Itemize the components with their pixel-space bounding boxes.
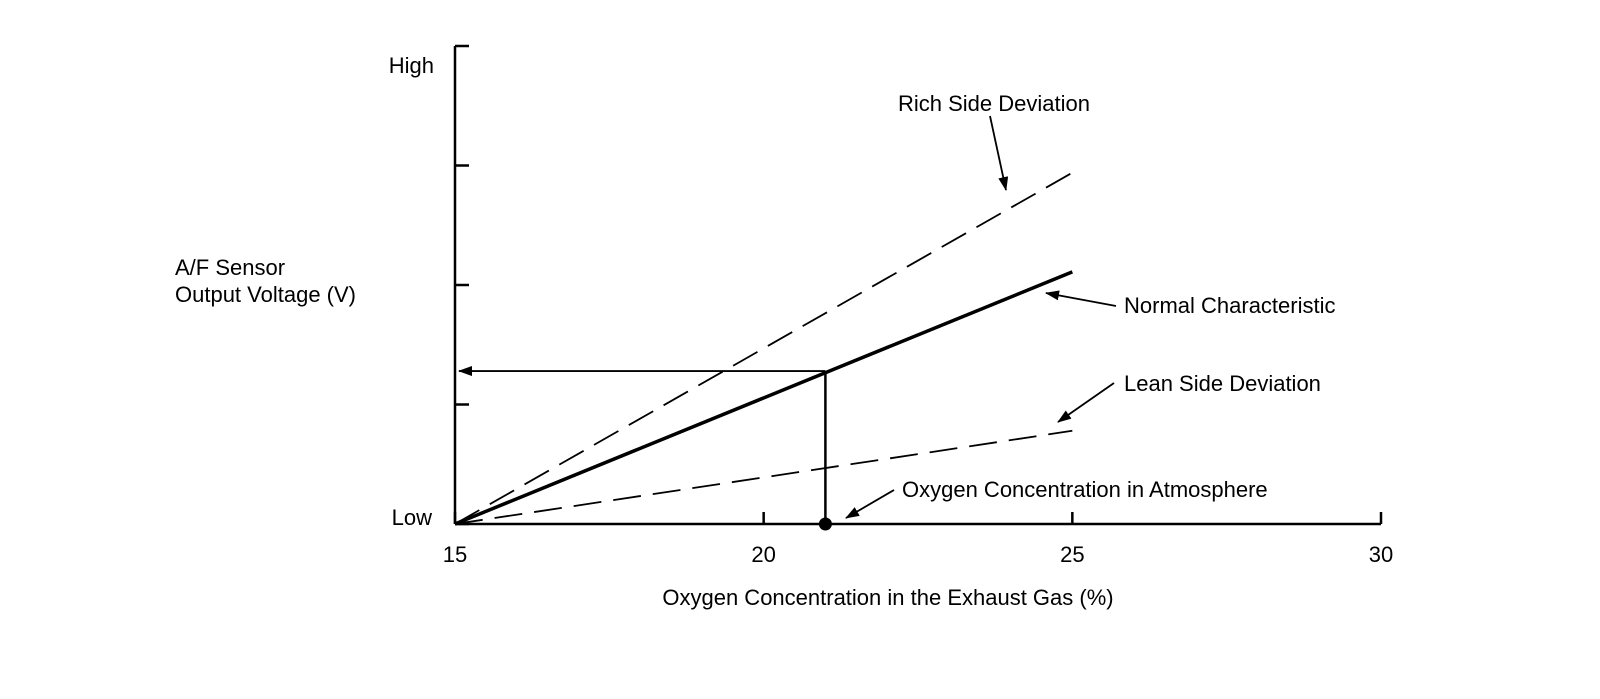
x-ticks: 15 20 25 30 <box>443 512 1393 567</box>
y-tick-label-low: Low <box>392 505 432 530</box>
x-axis-label: Oxygen Concentration in the Exhaust Gas … <box>662 585 1113 610</box>
y-tick-label-high: High <box>389 53 434 78</box>
normal-characteristic-pointer <box>1045 290 1117 307</box>
normal-characteristic-label: Normal Characteristic <box>1124 293 1336 318</box>
rich-side-deviation-label: Rich Side Deviation <box>898 91 1090 116</box>
rich-side-deviation-pointer <box>989 115 1009 191</box>
y-ticks <box>455 44 469 526</box>
lean-side-deviation-line <box>454 429 1073 525</box>
x-tick-label: 30 <box>1369 542 1393 567</box>
y-axis-label: A/F Sensor Output Voltage (V) <box>175 255 356 307</box>
y-axis-label-line-2: Output Voltage (V) <box>175 282 356 307</box>
lean-side-deviation-label: Lean Side Deviation <box>1124 371 1321 396</box>
atmosphere-label: Oxygen Concentration in Atmosphere <box>902 477 1268 502</box>
atmosphere-pointer <box>845 489 895 519</box>
normal-characteristic-line <box>454 270 1073 526</box>
x-tick-label: 20 <box>751 542 775 567</box>
atmosphere-point <box>818 517 832 531</box>
y-axis-label-line-1: A/F Sensor <box>175 255 285 280</box>
x-tick-label: 15 <box>443 542 467 567</box>
lean-side-deviation-pointer <box>1057 382 1115 423</box>
x-tick-label: 25 <box>1060 542 1084 567</box>
rich-side-deviation-line <box>454 171 1073 525</box>
